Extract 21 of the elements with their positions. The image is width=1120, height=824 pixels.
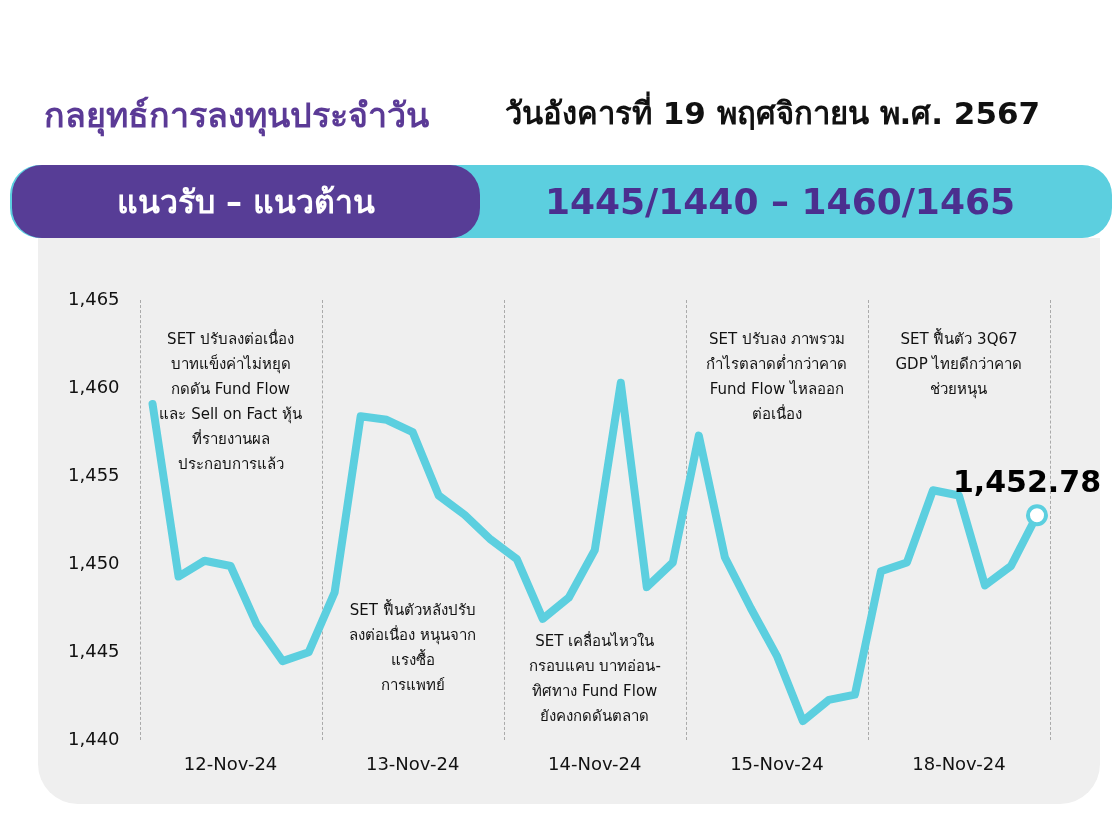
annotation: SET ปรับลง ภาพรวม กำไรตลาดต่ำกว่าคาด Fund Flow ไหลออก ต่อเนื่อง: [706, 330, 848, 424]
y-tick-label: 1,445: [68, 639, 120, 661]
y-tick-label: 1,465: [68, 287, 120, 309]
annotation: SET ฟื้นตัว 3Q67 GDP ไทยดีกว่าคาด ช่วยหนุน: [895, 328, 1023, 400]
x-tick-label: 14-Nov-24: [548, 752, 642, 774]
y-tick-label: 1,450: [68, 551, 120, 573]
chart-subtitle: วันอังคารที่ 19 พฤศจิกายน พ.ศ. 2567: [505, 90, 1041, 133]
y-tick-label: 1,440: [68, 728, 120, 750]
text: แนวรับ – แนวต้าน: [12, 165, 480, 238]
annotation: SET ปรับลงต่อเนื่อง บาทแข็งค่าไม่หยุด กดดัน Fund Flow และ Sell on Fact หุ้น ที่รายงานผล ประกอบการแล้ว: [159, 328, 302, 474]
y-tick-label: 1,460: [68, 375, 120, 397]
annotation: SET ฟื้นตัวหลังปรับ ลงต่อเนื่อง หนุนจาก แรงซื้อ การแพทย์: [349, 599, 477, 695]
data-label: 1,452.78: [952, 464, 1102, 500]
x-tick-label: 12-Nov-24: [183, 752, 278, 774]
chart-title: กลยุทธ์การลงทุนประจำวัน: [44, 94, 429, 139]
x-tick-label: 13-Nov-24: [365, 752, 460, 774]
text: 1445/1440 – 1460/1465: [543, 180, 1017, 224]
x-tick-label: 18-Nov-24: [912, 752, 1006, 774]
annotation: SET เคลื่อนไหวใน กรอบแคบ บาทอ่อน- ทิศทาง Fund Flow ยังคงกดดันตลาด: [528, 630, 661, 726]
x-tick-label: 15-Nov-24: [730, 752, 824, 774]
y-tick-label: 1,455: [68, 463, 120, 485]
